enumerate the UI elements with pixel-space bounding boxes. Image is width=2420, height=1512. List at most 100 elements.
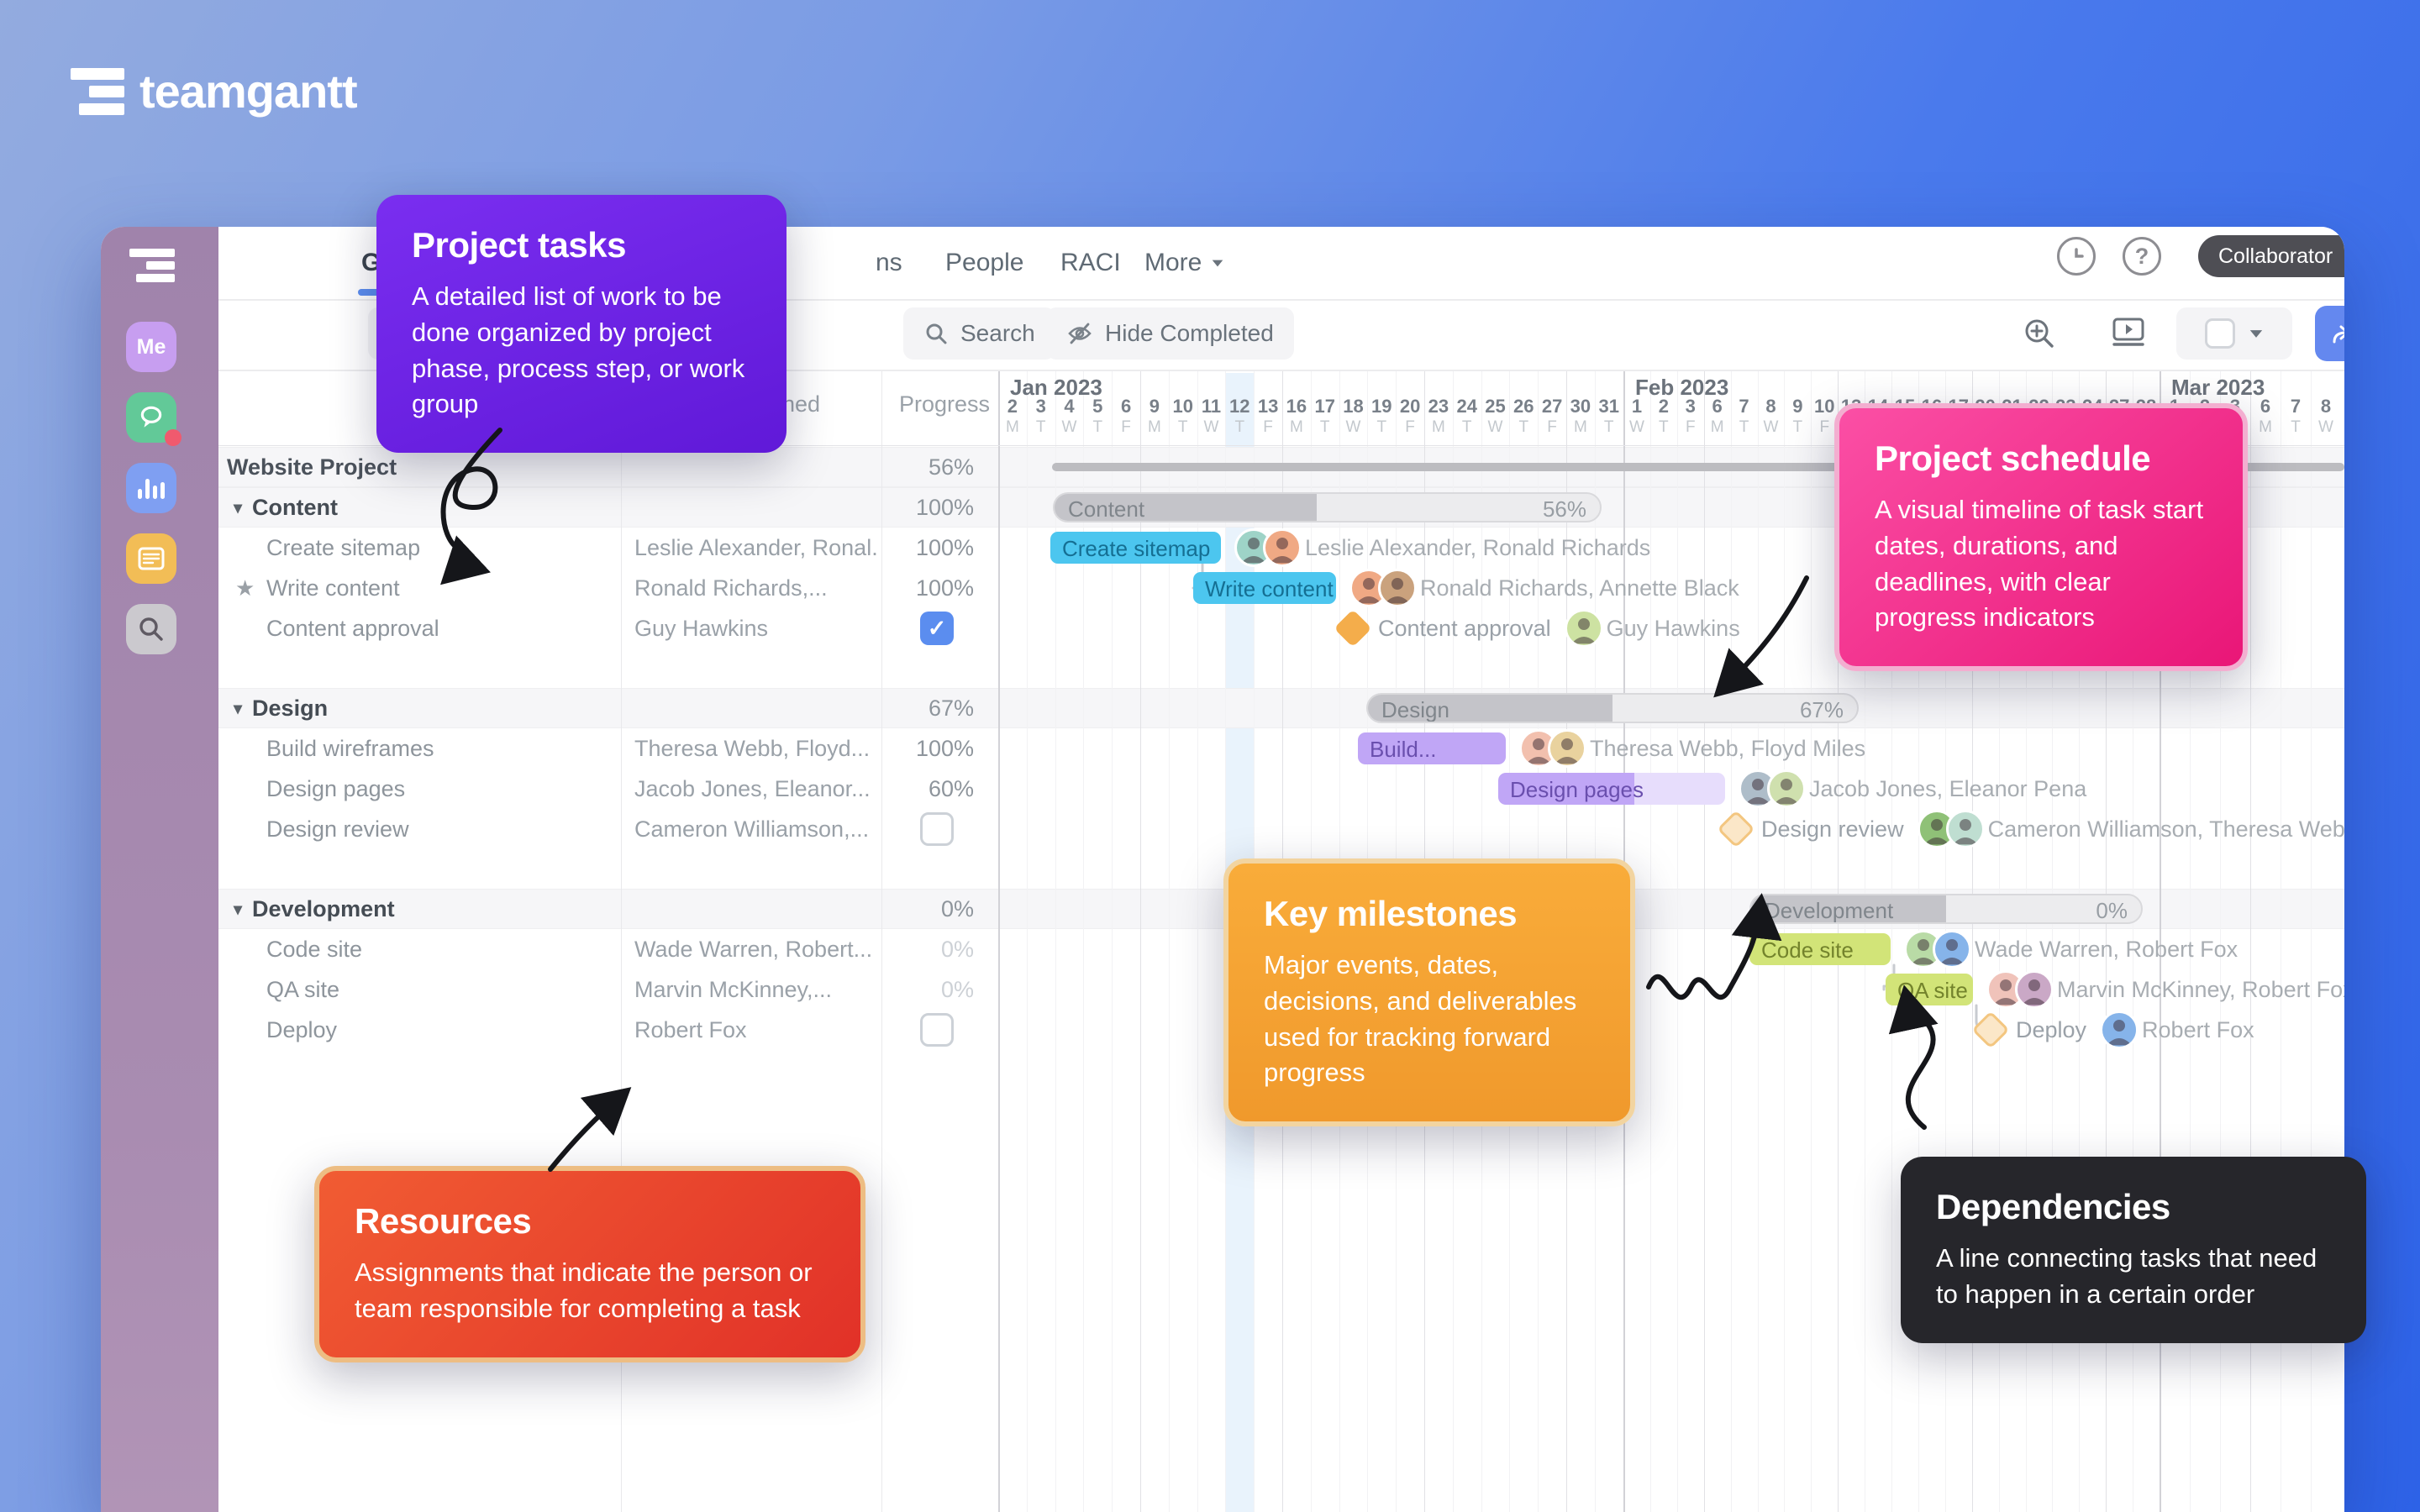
tab-raci[interactable]: RACI <box>1060 249 1121 276</box>
sidebar-item-search[interactable] <box>126 604 176 654</box>
notification-dot <box>165 429 182 446</box>
gantt-bar-create-sitemap[interactable]: Create sitemap <box>1050 532 1221 564</box>
gantt-bar-design-pages[interactable]: Design pages <box>1498 773 1725 805</box>
task-name-write-content[interactable]: ★ Write content <box>235 568 400 608</box>
task-name-design[interactable]: ▾ Design <box>234 688 328 728</box>
hide-completed-button[interactable]: Hide Completed <box>1046 307 1294 360</box>
progress-cell: 0% <box>940 936 974 962</box>
assigned-cell: Leslie Alexander, Ronal... <box>634 534 880 560</box>
search-button[interactable]: Search <box>903 307 1055 360</box>
task-name-design-pages[interactable]: Design pages <box>266 769 405 809</box>
checkbox-design-review[interactable] <box>920 812 954 846</box>
teamgantt-logo-icon <box>71 67 126 115</box>
task-name-content-approval[interactable]: Content approval <box>266 608 439 648</box>
summary-progress-fill <box>1055 494 1317 521</box>
tab-people[interactable]: People <box>945 249 1024 276</box>
assignee-names: Leslie Alexander, Ronald Richards <box>1305 534 1651 560</box>
chevron-down-icon <box>1213 260 1223 266</box>
task-name-create-sitemap[interactable]: Create sitemap <box>266 528 420 568</box>
gantt-summary-design[interactable]: Design 67% <box>1366 693 1859 723</box>
gantt-milestone-deploy[interactable] <box>1971 1011 2010 1049</box>
gantt-summary-development[interactable]: Development 0% <box>1749 894 2143 924</box>
grid-line <box>2025 371 2027 1512</box>
grid-line <box>1026 371 1028 1512</box>
tab-more[interactable]: More <box>1144 249 1225 277</box>
collaborator-label: Collaborator <box>2218 244 2333 268</box>
video-tutorial-icon[interactable] <box>2107 312 2149 354</box>
clock-icon[interactable] <box>2057 237 2096 276</box>
task-name-build-wireframes[interactable]: Build wireframes <box>266 728 434 769</box>
tab-partial[interactable]: ns <box>876 249 902 276</box>
assignee-names: Marvin McKinney, Robert Fox <box>2057 976 2344 1002</box>
day-cell: 17 T <box>1314 396 1335 437</box>
sidebar-item-me[interactable]: Me <box>126 322 176 372</box>
gantt-bar-build[interactable]: Build... <box>1358 732 1506 764</box>
share-button[interactable]: Share <box>2315 306 2344 361</box>
avatar-group <box>1917 810 1985 848</box>
gantt-row-meta: Design review Cameron Williamson, Theresa… <box>1761 809 2344 849</box>
task-name-website-project[interactable]: Website Project <box>227 447 397 487</box>
search-icon <box>139 617 163 641</box>
help-icon[interactable]: ? <box>2123 237 2161 276</box>
eye-off-icon <box>1068 323 1092 344</box>
callout-project-schedule: Project schedule A visual timeline of ta… <box>1834 403 2248 672</box>
grid-line <box>1083 371 1085 1512</box>
bar-label: Design pages <box>1510 777 1644 802</box>
caret-down-icon: ▾ <box>234 699 243 718</box>
collaborator-badge[interactable]: Collaborator i <box>2198 235 2344 277</box>
sidebar-item-reports[interactable] <box>126 463 176 513</box>
assignee-names: Theresa Webb, Floyd Miles <box>1590 735 1866 761</box>
sidebar-item-chat[interactable] <box>126 392 182 446</box>
caret-down-icon: ▾ <box>234 900 243 919</box>
callout-body: Major events, dates, decisions, and deli… <box>1264 950 1577 1088</box>
grid-line <box>2079 371 2081 1512</box>
task-name-deploy[interactable]: Deploy <box>266 1010 337 1050</box>
gantt-bar-write-content[interactable]: Write content <box>1193 572 1336 604</box>
day-cell: 25 W <box>1485 396 1506 437</box>
task-name-design-review[interactable]: Design review <box>266 809 409 849</box>
avatar-group <box>1904 930 1971 969</box>
gantt-row-meta: Marvin McKinney, Robert Fox <box>1986 969 2344 1010</box>
gantt-row-meta: Wade Warren, Robert Fox <box>1904 929 2238 969</box>
task-name-development[interactable]: ▾ Development <box>234 889 395 929</box>
gantt-row-meta: Theresa Webb, Floyd Miles <box>1519 728 1865 769</box>
zoom-in-icon[interactable] <box>2018 312 2060 354</box>
milestone-label: Content approval <box>1378 615 1551 641</box>
grid-line <box>2220 371 2221 1512</box>
callout-title: Project tasks <box>412 225 626 265</box>
gantt-row-meta: Content approval Guy Hawkins <box>1378 608 1740 648</box>
grid-line <box>2106 371 2107 1512</box>
gantt-bar-code-site[interactable]: Code site <box>1749 933 1891 965</box>
gantt-summary-content[interactable]: Content 56% <box>1053 492 1602 522</box>
task-name-qa-site[interactable]: QA site <box>266 969 339 1010</box>
teamgantt-mark-icon <box>129 249 176 284</box>
sidebar-item-docs[interactable] <box>126 533 176 584</box>
day-cell: 27 F <box>1541 396 1563 437</box>
task-name-code-site[interactable]: Code site <box>266 929 362 969</box>
assignee-names: Cameron Williamson, Theresa Webb <box>1987 816 2344 842</box>
gantt-project-line[interactable] <box>1052 463 2344 471</box>
tab-more-label: More <box>1144 249 1202 276</box>
progress-cell: 67% <box>928 695 974 721</box>
avatar <box>1933 930 1971 969</box>
bar-label: Create sitemap <box>1062 536 1211 561</box>
checkbox-icon <box>2205 318 2235 349</box>
gantt-milestone-design-review[interactable] <box>1717 810 1755 848</box>
task-name-content[interactable]: ▾ Content <box>234 487 338 528</box>
gantt-bar-qa-site[interactable]: QA site <box>1886 974 1973 1005</box>
select-tasks-dropdown[interactable] <box>2176 307 2292 360</box>
assignee-names: Ronald Richards, Annette Black <box>1420 575 1739 601</box>
day-cell: 20 F <box>1399 396 1421 437</box>
checkbox-content-approval[interactable]: ✓ <box>920 612 954 645</box>
checkbox-deploy[interactable] <box>920 1013 954 1047</box>
avatar-group <box>1349 569 1417 607</box>
avatar <box>1564 609 1603 648</box>
